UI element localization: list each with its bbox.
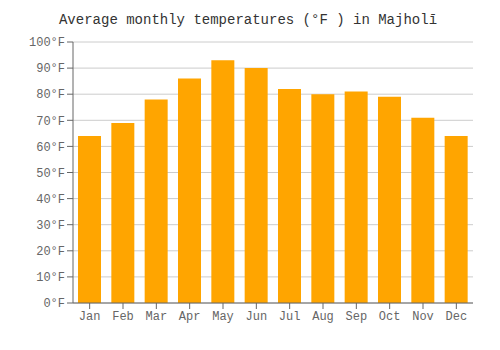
svg-text:Jul: Jul: [279, 310, 301, 324]
svg-text:50°F: 50°F: [36, 167, 65, 181]
svg-text:70°F: 70°F: [36, 115, 65, 129]
svg-text:80°F: 80°F: [36, 88, 65, 102]
svg-text:May: May: [212, 310, 234, 324]
svg-text:Oct: Oct: [379, 310, 401, 324]
svg-text:10°F: 10°F: [36, 271, 65, 285]
html-text:Average monthly temperatures (: Average monthly temperatures (°F ) in Ma…: [59, 12, 437, 28]
svg-text:Jun: Jun: [246, 310, 268, 324]
svg-text:60°F: 60°F: [36, 141, 65, 155]
svg-text:100°F: 100°F: [29, 36, 65, 50]
svg-text:Aug: Aug: [312, 310, 334, 324]
svg-text:Jan: Jan: [79, 310, 101, 324]
svg-text:Nov: Nov: [412, 310, 434, 324]
svg-text:Feb: Feb: [112, 310, 134, 324]
svg-text:Dec: Dec: [446, 310, 468, 324]
svg-text:Apr: Apr: [179, 310, 201, 324]
svg-text:0°F: 0°F: [43, 297, 65, 311]
svg-text:20°F: 20°F: [36, 245, 65, 259]
svg-text:30°F: 30°F: [36, 219, 65, 233]
svg-text:Mar: Mar: [146, 310, 168, 324]
svg-text:Sep: Sep: [346, 310, 368, 324]
svg-text:90°F: 90°F: [36, 62, 65, 76]
svg-text:40°F: 40°F: [36, 193, 65, 207]
